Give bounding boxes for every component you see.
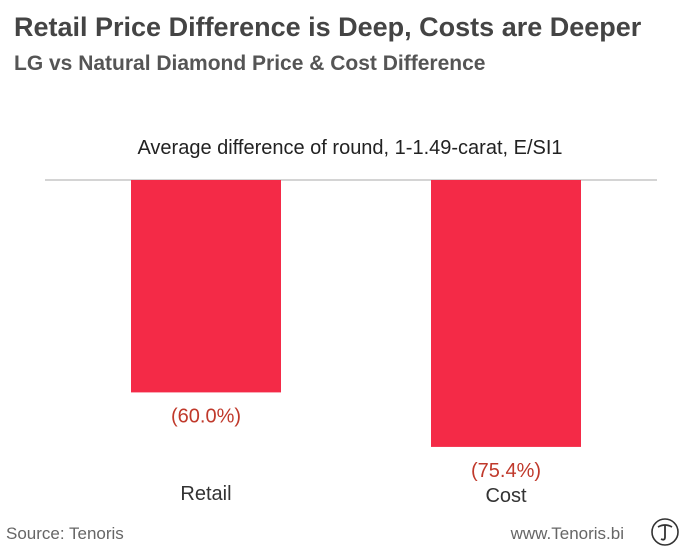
tenoris-logo-icon [651, 518, 679, 546]
website-link[interactable]: www.Tenoris.bi [510, 524, 624, 543]
category-label-retail: Retail [180, 483, 231, 505]
chart-title-main: Retail Price Difference is Deep, Costs a… [14, 12, 642, 42]
data-label-cost: (75.4%) [471, 460, 541, 482]
source-note: Source: Tenoris [6, 524, 124, 543]
chart-subtitle: LG vs Natural Diamond Price & Cost Diffe… [14, 52, 486, 75]
data-label-retail: (60.0%) [171, 405, 241, 427]
bar-retail [131, 180, 281, 393]
bar-cost [431, 180, 581, 447]
category-label-cost: Cost [485, 485, 527, 507]
plot-title: Average difference of round, 1-1.49-cara… [137, 137, 563, 159]
